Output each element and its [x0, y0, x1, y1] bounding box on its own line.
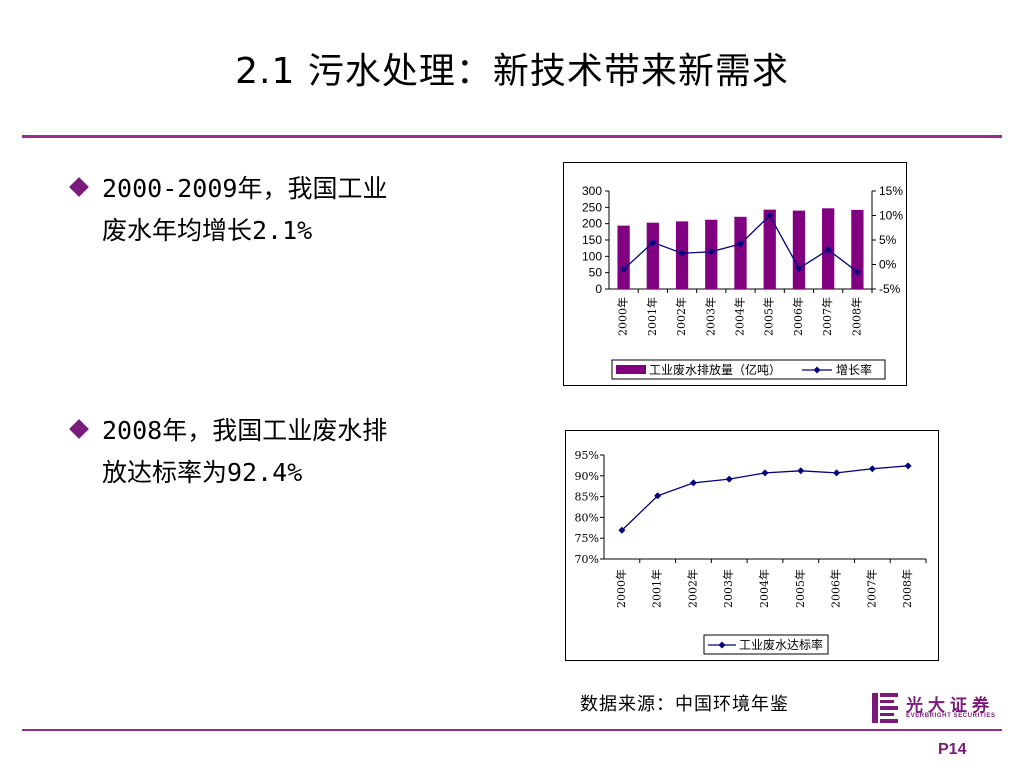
- x-tick-label: 2000年: [616, 297, 630, 336]
- bar: [763, 209, 776, 289]
- bar: [646, 222, 659, 289]
- bullet-1-line1: 2000-2009年，我国工业: [102, 174, 388, 203]
- bullet-2-line1: 2008年，我国工业废水排: [102, 416, 388, 445]
- left-y-tick-label: 0: [595, 282, 602, 296]
- growth-rate-point: [620, 265, 628, 273]
- x-tick-label: 2002年: [685, 569, 699, 608]
- footer-divider: [22, 729, 1002, 731]
- x-tick-label: 2005年: [793, 569, 807, 608]
- legend-bar-label: 工业废水排放量（亿吨）: [649, 362, 781, 377]
- compliance-rate-point: [797, 467, 805, 475]
- bullet-2: 2008年，我国工业废水排 放达标率为92.4%: [68, 410, 508, 494]
- y-tick-label: 95%: [575, 449, 599, 462]
- x-tick-label: 2003年: [721, 569, 735, 608]
- legend-bar-swatch: [616, 365, 646, 374]
- diamond-bullet-icon: [69, 177, 89, 197]
- x-tick-label: 2003年: [703, 297, 717, 336]
- company-logo: 光大证券 EVERBRIGHT SECURITIES: [872, 689, 1004, 725]
- compliance-rate-point: [654, 492, 662, 500]
- legend-line-marker: [813, 366, 821, 374]
- growth-rate-point: [737, 240, 744, 248]
- legend-line-label: 增长率: [836, 362, 872, 377]
- x-tick-label: 2008年: [849, 297, 863, 336]
- logo-text-en: EVERBRIGHT SECURITIES: [906, 713, 996, 719]
- x-tick-label: 2001年: [645, 297, 659, 336]
- compliance-rate-point: [904, 462, 912, 470]
- compliance-rate-point: [868, 465, 876, 473]
- compliance-rate-point: [618, 526, 626, 534]
- compliance-rate-chart-svg: 95% 90% 85% 80% 75% 70% 2000年 2001年 2002年 2003年 20…: [575, 449, 927, 655]
- compliance-rate-chart: 95% 90% 85% 80% 75% 70% 2000年 2001年 2002年 2003年 20…: [565, 430, 939, 661]
- compliance-rate-point: [725, 475, 733, 483]
- right-y-tick-label: 5%: [879, 233, 897, 247]
- left-y-tick-label: 200: [582, 217, 602, 231]
- wastewater-discharge-chart: 300 250 200 150 100 50 0 15% 10% 5% 0% -5% 2000年 2001…: [563, 162, 907, 386]
- x-tick-label: 2007年: [864, 569, 878, 608]
- y-tick-label: 90%: [575, 470, 599, 483]
- legend-line-marker: [718, 641, 726, 649]
- compliance-rate-point: [761, 469, 769, 477]
- bullet-1: 2000-2009年，我国工业 废水年均增长2.1%: [68, 168, 508, 252]
- page-number: P14: [938, 741, 967, 758]
- growth-rate-point: [824, 246, 832, 254]
- x-tick-label: 2004年: [757, 569, 771, 608]
- x-tick-label: 2005年: [762, 297, 776, 336]
- title-divider: [22, 135, 1002, 138]
- x-tick-label: 2006年: [829, 569, 843, 608]
- bar: [734, 216, 747, 289]
- x-tick-label: 2001年: [650, 569, 664, 608]
- x-tick-label: 2007年: [820, 297, 834, 336]
- x-tick-label: 2008年: [900, 569, 914, 608]
- bullet-2-line2: 放达标率为92.4%: [102, 458, 303, 487]
- y-tick-label: 80%: [575, 511, 599, 524]
- x-tick-label: 2006年: [791, 297, 805, 336]
- compliance-rate-point: [689, 479, 697, 487]
- left-y-tick-label: 150: [582, 233, 602, 247]
- x-tick-label: 2000年: [614, 569, 628, 608]
- growth-rate-point: [795, 264, 803, 272]
- left-y-tick-label: 300: [582, 184, 602, 198]
- legend-box: [611, 359, 886, 380]
- bar: [851, 209, 864, 289]
- legend-box: [703, 634, 829, 655]
- growth-rate-point: [766, 212, 774, 219]
- x-tick-label: 2004年: [733, 297, 747, 336]
- left-y-tick-label: 100: [582, 249, 602, 263]
- growth-rate-point: [649, 238, 657, 246]
- y-tick-label: 85%: [575, 491, 599, 504]
- legend-line-label: 工业废水达标率: [739, 637, 823, 652]
- growth-rate-point: [853, 268, 861, 276]
- bar: [792, 210, 806, 289]
- right-y-tick-label: 0%: [879, 258, 897, 272]
- page-title: 2.1 污水处理：新技术带来新需求: [235, 51, 789, 92]
- wastewater-discharge-chart-svg: 300 250 200 150 100 50 0 15% 10% 5% 0% -5% 2000年 2001…: [582, 184, 903, 380]
- logo-text-cn: 光大证券: [906, 696, 994, 716]
- data-source-note: 数据来源：中国环境年鉴: [580, 694, 789, 715]
- growth-rate-point: [707, 248, 715, 256]
- left-y-tick-label: 250: [582, 200, 602, 214]
- right-y-tick-label: -5%: [879, 282, 901, 296]
- right-y-tick-label: 15%: [879, 184, 903, 198]
- growth-rate-point: [678, 249, 686, 257]
- bar: [617, 225, 630, 289]
- diamond-bullet-icon: [69, 419, 89, 439]
- y-tick-label: 70%: [575, 553, 599, 566]
- x-tick-label: 2002年: [674, 297, 688, 336]
- y-tick-label: 75%: [575, 532, 599, 545]
- everbright-logo-icon: [872, 693, 898, 723]
- bullet-1-line2: 废水年均增长2.1%: [102, 216, 313, 245]
- left-y-tick-label: 50: [589, 266, 603, 280]
- right-y-tick-label: 10%: [879, 209, 903, 223]
- compliance-rate-point: [833, 469, 841, 477]
